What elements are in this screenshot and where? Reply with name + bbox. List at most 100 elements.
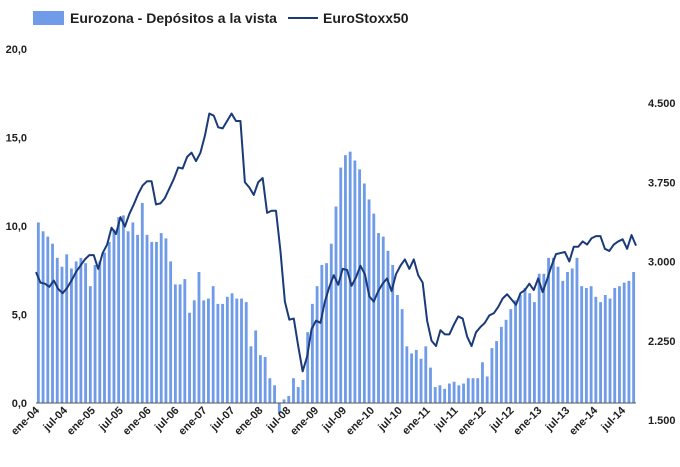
bar-52 (282, 399, 286, 403)
bar-120 (603, 295, 607, 403)
bar-109 (551, 257, 555, 403)
bar-83 (429, 367, 432, 403)
bar-28 (169, 261, 173, 403)
line-series (35, 112, 637, 373)
bar-94 (481, 362, 484, 403)
x-tick-4: ene-06 (121, 405, 154, 438)
bar-22 (140, 202, 144, 403)
bar-64 (339, 167, 343, 403)
bar-27 (164, 238, 168, 403)
bar-103 (523, 287, 527, 403)
bar-23 (145, 234, 149, 403)
bar-14 (103, 252, 106, 403)
bar-78 (405, 346, 409, 403)
bar-3 (51, 243, 54, 403)
y-left-tick-1: 5,0 (12, 310, 27, 322)
bar-34 (197, 272, 201, 403)
bar-0 (36, 222, 40, 403)
bar-88 (452, 381, 456, 403)
bar-122 (613, 287, 617, 403)
bar-12 (93, 264, 97, 403)
bar-110 (556, 266, 560, 403)
y-right-ticks: 1.500 2.250 3.000 3.750 4.500 (648, 98, 676, 427)
bar-series (36, 151, 636, 414)
bar-1 (41, 231, 45, 403)
bar-41 (230, 293, 234, 403)
bar-115 (580, 286, 584, 403)
bar-68 (358, 169, 362, 403)
bar-57 (306, 332, 310, 403)
bar-48 (263, 356, 267, 403)
bar-79 (410, 353, 413, 403)
bar-102 (518, 295, 522, 403)
bar-10 (84, 263, 88, 403)
bar-50 (273, 385, 276, 403)
bar-21 (136, 234, 139, 403)
x-tick-2: ene-05 (65, 405, 98, 438)
bar-8 (74, 261, 78, 403)
bar-2 (46, 236, 50, 403)
bar-92 (471, 378, 475, 403)
bar-5 (60, 266, 64, 403)
bar-117 (589, 286, 593, 403)
bar-72 (377, 233, 380, 403)
bar-33 (192, 300, 196, 403)
bar-17 (117, 217, 121, 403)
bar-96 (490, 348, 494, 403)
bar-106 (537, 273, 541, 403)
bar-101 (514, 300, 517, 403)
bar-26 (159, 233, 163, 403)
bar-69 (362, 183, 366, 403)
bar-81 (419, 358, 423, 403)
bar-45 (249, 346, 253, 403)
legend: Eurozona - Depósitos a la vista EuroStox… (33, 10, 409, 26)
bar-65 (344, 155, 347, 403)
bar-40 (225, 296, 229, 403)
bar-100 (509, 309, 513, 403)
y-right-tick-4: 4.500 (648, 98, 676, 110)
bar-99 (504, 319, 508, 403)
bar-98 (499, 326, 503, 403)
bar-125 (627, 280, 631, 403)
bar-95 (485, 376, 489, 403)
bar-62 (329, 243, 333, 403)
bar-124 (622, 282, 626, 403)
bar-108 (547, 257, 551, 403)
bar-54 (292, 378, 295, 403)
bar-55 (296, 387, 300, 403)
bar-15 (107, 241, 111, 403)
bar-105 (533, 302, 536, 403)
bar-75 (391, 264, 395, 403)
bar-18 (121, 215, 125, 403)
bar-31 (183, 279, 187, 403)
bar-89 (457, 385, 461, 403)
bar-44 (244, 302, 248, 403)
bar-13 (98, 261, 102, 403)
bar-7 (70, 268, 73, 403)
bar-25 (155, 241, 158, 403)
bar-123 (618, 286, 621, 403)
bar-111 (561, 280, 565, 403)
bar-112 (566, 272, 569, 403)
bar-42 (235, 298, 239, 403)
bar-30 (178, 284, 182, 403)
x-tick-14: ene-11 (400, 405, 433, 438)
bar-70 (367, 199, 371, 403)
x-tick-8: ene-08 (232, 405, 265, 438)
bar-16 (112, 229, 116, 403)
bar-37 (211, 286, 215, 403)
legend-bar-label: Eurozona - Depósitos a la vista (70, 10, 277, 26)
bar-97 (495, 341, 499, 403)
bar-43 (240, 298, 243, 403)
bar-71 (372, 213, 376, 403)
bar-90 (462, 383, 465, 403)
bar-85 (438, 385, 442, 403)
bar-53 (287, 395, 291, 403)
bar-63 (334, 206, 338, 403)
bar-24 (150, 241, 154, 403)
bar-114 (575, 257, 579, 403)
x-tick-12: ene-10 (344, 405, 377, 438)
legend-bar-swatch (33, 11, 64, 25)
bar-118 (594, 296, 598, 403)
